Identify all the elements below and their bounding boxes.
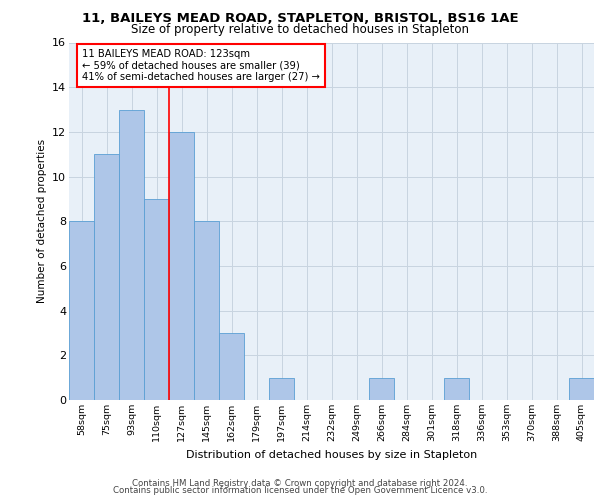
Bar	[194, 221, 219, 400]
Bar	[144, 199, 169, 400]
Bar	[269, 378, 294, 400]
Bar	[119, 110, 144, 400]
Bar	[569, 378, 594, 400]
Bar	[369, 378, 394, 400]
Text: Contains HM Land Registry data © Crown copyright and database right 2024.: Contains HM Land Registry data © Crown c…	[132, 478, 468, 488]
Text: Size of property relative to detached houses in Stapleton: Size of property relative to detached ho…	[131, 22, 469, 36]
X-axis label: Distribution of detached houses by size in Stapleton: Distribution of detached houses by size …	[186, 450, 477, 460]
Bar	[219, 333, 244, 400]
Y-axis label: Number of detached properties: Number of detached properties	[37, 139, 47, 304]
Text: 11, BAILEYS MEAD ROAD, STAPLETON, BRISTOL, BS16 1AE: 11, BAILEYS MEAD ROAD, STAPLETON, BRISTO…	[82, 12, 518, 26]
Text: 11 BAILEYS MEAD ROAD: 123sqm
← 59% of detached houses are smaller (39)
41% of se: 11 BAILEYS MEAD ROAD: 123sqm ← 59% of de…	[82, 49, 320, 82]
Bar	[69, 221, 94, 400]
Bar	[94, 154, 119, 400]
Text: Contains public sector information licensed under the Open Government Licence v3: Contains public sector information licen…	[113, 486, 487, 495]
Bar	[169, 132, 194, 400]
Bar	[444, 378, 469, 400]
